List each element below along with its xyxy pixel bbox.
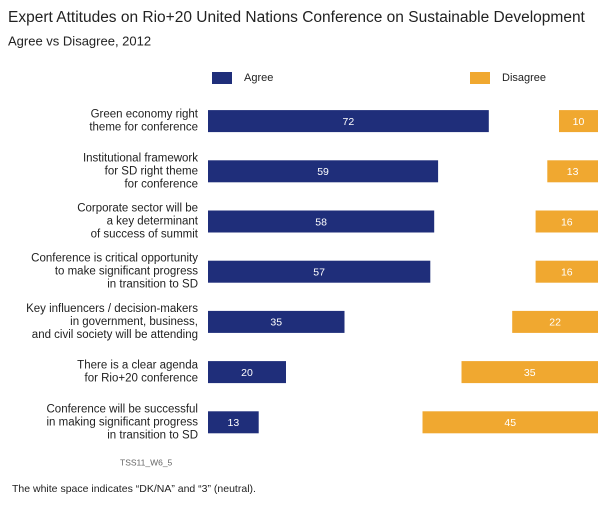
category-label: Green economy right theme for conference — [89, 109, 198, 134]
bar — [208, 361, 286, 384]
bar — [208, 260, 431, 283]
value-label: 10 — [573, 116, 585, 128]
value-label: 20 — [241, 367, 253, 379]
bar — [208, 310, 345, 333]
footnote: The white space indicates “DK/NA” and “3… — [12, 483, 256, 495]
value-label: 13 — [567, 166, 579, 178]
category-label: Conference will be successful in making s… — [47, 403, 199, 441]
bar — [422, 411, 598, 434]
value-label: 13 — [228, 417, 240, 429]
bar — [512, 310, 598, 333]
value-label: 16 — [561, 216, 573, 228]
bar — [559, 110, 598, 133]
category-label: Corporate sector will be a key determinan… — [77, 203, 199, 241]
category-label: Key influencers / decision-makers in gove… — [26, 303, 198, 341]
chart-title: Expert Attitudes on Rio+20 United Nation… — [8, 9, 586, 26]
category-label: Institutional framework for SD right them… — [83, 152, 198, 190]
bar — [547, 160, 598, 183]
bar — [208, 110, 489, 133]
bar — [535, 210, 598, 233]
value-label: 57 — [313, 266, 325, 278]
value-label: 35 — [524, 367, 536, 379]
value-label: 59 — [317, 166, 329, 178]
legend-swatch — [212, 72, 232, 84]
category-label: There is a clear agenda for Rio+20 confer… — [77, 360, 198, 385]
bar — [208, 210, 435, 233]
category-label: Conference is critical opportunity to mak… — [31, 253, 198, 291]
value-label: 45 — [504, 417, 516, 429]
value-label: 16 — [561, 266, 573, 278]
bar — [535, 260, 598, 283]
chart-subtitle: Agree vs Disagree, 2012 — [8, 33, 151, 48]
bar — [461, 361, 598, 384]
legend-label: Disagree — [502, 72, 546, 84]
value-label: 58 — [315, 216, 327, 228]
bar — [208, 160, 439, 183]
value-label: 35 — [270, 317, 282, 329]
legend-swatch — [470, 72, 490, 84]
value-label: 22 — [549, 317, 561, 329]
source: TSS11_W6_5 — [120, 457, 173, 467]
bar — [208, 411, 259, 434]
value-label: 72 — [343, 116, 355, 128]
legend-label: Agree — [244, 72, 273, 84]
